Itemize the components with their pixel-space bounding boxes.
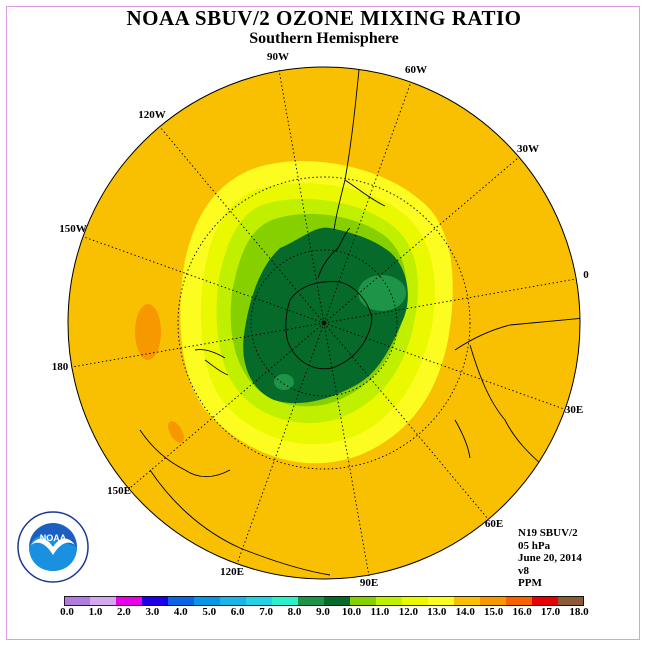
meridian-120E — [236, 322, 325, 565]
colorbar-tick-label: 11.0 — [370, 606, 390, 618]
new-zealand-coastline — [194, 349, 229, 376]
colorbar-segment — [298, 596, 325, 606]
colorbar-segment — [428, 596, 455, 606]
colorbar-tick-label: 5.0 — [202, 606, 217, 618]
noaa-logo: NOAA — [17, 511, 89, 583]
colorbar-segment — [90, 596, 117, 606]
info-units: PPM — [518, 577, 542, 589]
map-border — [67, 66, 581, 580]
ozone-patch-14-15-small — [168, 421, 184, 443]
meridian-30E — [323, 322, 565, 410]
colorbar-tick-label: 14.0 — [455, 606, 475, 618]
graticule — [71, 69, 577, 577]
info-level: 05 hPa — [518, 539, 551, 552]
colorbar-segment — [194, 596, 221, 606]
meridian-30W — [323, 157, 519, 324]
lon-label-90W: 90W — [267, 51, 289, 63]
colorbar-segment — [64, 596, 91, 606]
figure-frame — [6, 6, 640, 640]
ozone-patch-8-9-small — [274, 374, 294, 390]
lon-label-120E: 120E — [220, 566, 244, 578]
meridian-60E — [323, 322, 489, 520]
colorbar-segment — [376, 596, 403, 606]
ozone-patch-14-15 — [135, 304, 161, 360]
colorbar-segment — [116, 596, 143, 606]
colorbar-tick-label: 2.0 — [117, 606, 131, 618]
colorbar-tick-label: 8.0 — [287, 606, 302, 618]
latitude-circle-60S — [250, 249, 398, 397]
colorbar-tick-label: 12.0 — [398, 606, 418, 618]
colorbar-segment — [272, 596, 299, 606]
meridian-180 — [71, 322, 325, 368]
map-title: NOAA SBUV/2 OZONE MIXING RATIO — [126, 6, 522, 30]
colorbar-segment — [506, 596, 533, 606]
colorbar-segment — [350, 596, 377, 606]
info-date: June 20, 2014 — [518, 552, 582, 564]
lon-label-30W: 30W — [517, 143, 539, 155]
coastlines — [139, 67, 580, 576]
colorbar-tick-label: 18.0 — [569, 606, 589, 618]
lon-label-150W: 150W — [59, 223, 87, 235]
map-subtitle: Southern Hemisphere — [249, 30, 399, 47]
colorbar-tick-label: 15.0 — [484, 606, 504, 618]
product-info: N19 SBUV/2 05 hPa June 20, 2014 v8 PPM — [518, 527, 582, 590]
south-america-coastline — [333, 67, 386, 231]
colorbar-tick-label: 9.0 — [316, 606, 330, 618]
info-version: v8 — [518, 564, 529, 577]
meridian-90E — [323, 322, 370, 577]
colorbar-tick-label: 6.0 — [230, 606, 245, 618]
colorbar-tick-label: 1.0 — [88, 606, 103, 618]
australia-coastline — [139, 429, 331, 576]
colorbar-ticks: 0.0 1.0 2.0 3.0 4.0 5.0 6.0 7.0 8.0 9.0 10.0 11.0 12… — [0, 606, 648, 622]
ozone-field — [68, 67, 580, 579]
africa-coastline — [454, 317, 580, 471]
colorbar-tick-label: 4.0 — [173, 606, 188, 618]
colorbar-segment — [532, 596, 559, 606]
latitude-circle-40S — [177, 176, 471, 470]
antarctica-coastline — [285, 281, 373, 370]
ozone-patch-8-9 — [358, 275, 406, 311]
colorbar-segment — [558, 596, 584, 606]
colorbar-border — [64, 596, 584, 606]
colorbar-segment — [480, 596, 507, 606]
meridian-0 — [323, 278, 577, 324]
colorbar-segment — [142, 596, 169, 606]
noaa-logo-text: NOAA — [40, 533, 67, 543]
colorbar-segment — [220, 596, 247, 606]
colorbar-tick-label: 10.0 — [341, 606, 362, 618]
antarctic-peninsula-coastline — [317, 227, 351, 279]
lon-label-60E: 60E — [485, 518, 503, 530]
meridian-150W — [83, 236, 325, 324]
colorbar-tick-label: 17.0 — [540, 606, 561, 618]
colorbar-tick-label: 3.0 — [145, 606, 160, 618]
noaa-gull-icon — [31, 538, 75, 555]
colorbar-tick-label: 0.0 — [60, 606, 74, 618]
colorbar-tick-label: 13.0 — [427, 606, 447, 618]
lon-label-90E: 90E — [360, 577, 378, 589]
colorbar-segment — [246, 596, 273, 606]
lon-label-150E: 150E — [107, 485, 131, 497]
info-satellite: N19 SBUV/2 — [518, 527, 578, 539]
south-pole-marker — [321, 320, 327, 326]
colorbar-tick-label: 16.0 — [512, 606, 532, 618]
colorbar-segment — [324, 596, 351, 606]
meridian-120W — [159, 126, 325, 324]
colorbar-segment — [168, 596, 195, 606]
colorbar — [64, 596, 584, 606]
lon-label-0: 0 — [583, 269, 589, 281]
meridian-90W — [278, 69, 325, 324]
colorbar-segment — [454, 596, 481, 606]
meridian-60W — [323, 81, 412, 324]
lon-label-60W: 60W — [405, 64, 427, 76]
colorbar-segment — [402, 596, 429, 606]
colorbar-tick-label: 7.0 — [259, 606, 273, 618]
madagascar-coastline — [454, 419, 471, 459]
lon-label-180: 180 — [52, 361, 69, 373]
lon-label-120W: 120W — [138, 109, 166, 121]
lon-label-30E: 30E — [565, 404, 583, 416]
meridian-150E — [129, 322, 325, 489]
ozone-max-region-9-10 — [243, 227, 408, 404]
